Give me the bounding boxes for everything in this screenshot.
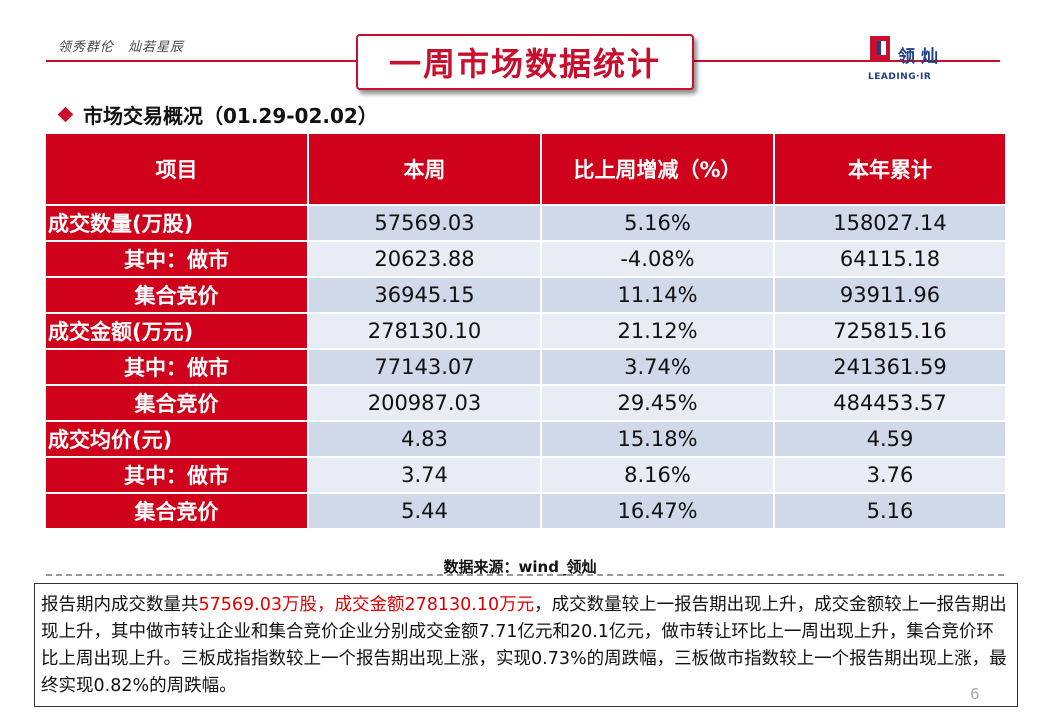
this-week-value: 3.74 [307,456,542,494]
ytd-value: 725815.16 [773,312,1007,350]
table-row: 集合竞价 5.44 16.47% 5.16 [44,492,1007,530]
this-week-value: 36945.15 [307,276,542,314]
row-label: 成交金额(万元) [44,312,309,350]
table-row: 其中：做市 77143.07 3.74% 241361.59 [44,348,1007,386]
ytd-value: 158027.14 [773,204,1007,242]
market-data-table: 项目 本周 比上周增减（%） 本年累计 成交数量(万股) 57569.03 5.… [44,134,1007,530]
change-value: 29.45% [540,384,775,422]
change-value: 3.74% [540,348,775,386]
ytd-value: 3.76 [773,456,1007,494]
change-value: 16.47% [540,492,775,530]
row-label: 其中：做市 [44,240,309,278]
section-heading: 市场交易概况（01.29-02.02） [57,100,378,129]
page-number: 6 [970,685,980,703]
page-title: 一周市场数据统计 [388,45,661,83]
change-value: 8.16% [540,456,775,494]
header-change: 比上周增减（%） [540,134,775,205]
table-header-row: 项目 本周 比上周增减（%） 本年累计 [44,134,1007,205]
this-week-value: 200987.03 [307,384,542,422]
ytd-value: 93911.96 [773,276,1007,314]
change-value: 11.14% [540,276,775,314]
diamond-bullet-icon [57,106,74,123]
change-value: 5.16% [540,204,775,242]
change-value: 15.18% [540,420,775,458]
table-row: 其中：做市 3.74 8.16% 3.76 [44,456,1007,494]
this-week-value: 77143.07 [307,348,542,386]
row-label: 其中：做市 [44,348,309,386]
logo-english-name: LEADING·IR [868,72,932,82]
this-week-value: 4.83 [307,420,542,458]
section-title-text: 市场交易概况（01.29-02.02） [83,104,378,128]
table-row: 集合竞价 36945.15 11.14% 93911.96 [44,276,1007,314]
dashed-divider [46,574,1004,576]
header-this-week: 本周 [307,134,542,205]
row-label: 成交均价(元) [44,420,309,458]
ytd-value: 5.16 [773,492,1007,530]
logo-icon [870,36,890,62]
ytd-value: 241361.59 [773,348,1007,386]
company-logo: 领灿 LEADING·IR [866,32,950,90]
change-value: 21.12% [540,312,775,350]
this-week-value: 57569.03 [307,204,542,242]
ytd-value: 484453.57 [773,384,1007,422]
summary-highlight: 57569.03万股，成交金额278130.10万元 [198,595,535,615]
title-box: 一周市场数据统计 [356,34,694,90]
row-label: 集合竞价 [44,276,309,314]
table-row: 集合竞价 200987.03 29.45% 484453.57 [44,384,1007,422]
table-row: 成交均价(元) 4.83 15.18% 4.59 [44,420,1007,458]
this-week-value: 5.44 [307,492,542,530]
row-label: 集合竞价 [44,384,309,422]
logo-chinese-name: 领灿 [898,47,944,67]
this-week-value: 278130.10 [307,312,542,350]
this-week-value: 20623.88 [307,240,542,278]
ytd-value: 64115.18 [773,240,1007,278]
ytd-value: 4.59 [773,420,1007,458]
table-row: 其中：做市 20623.88 -4.08% 64115.18 [44,240,1007,278]
row-label: 其中：做市 [44,456,309,494]
row-label: 成交数量(万股) [44,204,309,242]
table-row: 成交数量(万股) 57569.03 5.16% 158027.14 [44,204,1007,242]
header-item: 项目 [44,134,309,205]
data-source-note: 数据来源：wind_领灿 [443,558,597,576]
header-ytd: 本年累计 [773,134,1007,205]
summary-text-rest: ，成交数量较上一报告期出现上升，成交金额较上一报告期出现上升，其中做市转让企业和… [41,595,1007,696]
table-row: 成交金额(万元) 278130.10 21.12% 725815.16 [44,312,1007,350]
summary-box: 报告期内成交数量共57569.03万股，成交金额278130.10万元，成交数量… [34,583,1018,707]
summary-text-start: 报告期内成交数量共 [41,595,199,615]
slogan: 领秀群伦 灿若星辰 [58,40,185,55]
row-label: 集合竞价 [44,492,309,530]
change-value: -4.08% [540,240,775,278]
